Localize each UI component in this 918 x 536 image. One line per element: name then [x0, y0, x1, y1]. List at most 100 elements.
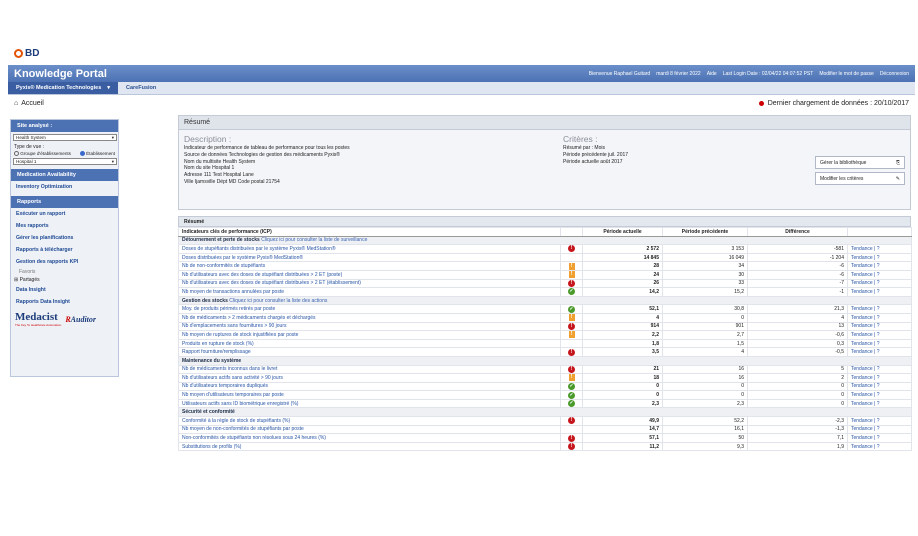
trend-link[interactable]: Tendance: [851, 417, 873, 424]
trend-link[interactable]: Tendance: [851, 443, 873, 450]
modify-criteria-button[interactable]: Modifier les critères ✎: [815, 172, 905, 185]
help-link[interactable]: ?: [876, 426, 880, 433]
kpi-name-link[interactable]: Doses de stupéfiants distribuées par le …: [178, 244, 561, 254]
system-select[interactable]: Health System ▾: [13, 134, 117, 141]
trend-link[interactable]: Tendance: [851, 323, 873, 330]
trend-link[interactable]: Tendance: [851, 245, 873, 252]
trend-link[interactable]: Tendance: [851, 340, 873, 347]
help-link[interactable]: ?: [876, 400, 880, 407]
help-link[interactable]: ?: [876, 374, 880, 381]
section-row: Détournement et perte de stocks Cliquez …: [178, 235, 912, 246]
view-type-radios: Groupe d'établissements Établissement: [11, 151, 118, 157]
help-link[interactable]: ?: [876, 435, 880, 442]
current-value: 21: [582, 364, 663, 375]
help-link[interactable]: ?: [876, 323, 880, 330]
sidebar-item-downloads[interactable]: Rapports à télécharger: [16, 247, 73, 254]
current-value: 52,1: [582, 304, 663, 314]
kpi-name-link[interactable]: Nb de médicaments > 2 médicaments chargé…: [178, 312, 561, 323]
help-link[interactable]: ?: [876, 383, 880, 390]
kpi-name-link[interactable]: Nb d'emplacements sans fournitures > 90 …: [178, 321, 561, 332]
trend-link[interactable]: Tendance: [851, 280, 873, 287]
kpi-name-link[interactable]: Doses distribuées par le système Pyxis® …: [178, 252, 561, 263]
help-link[interactable]: Aide: [706, 70, 717, 77]
trend-link[interactable]: Tendance: [851, 271, 873, 278]
trend-link[interactable]: Tendance: [851, 366, 873, 373]
current-value: 28: [582, 261, 663, 271]
criteria-line: Période actuelle août 2017: [563, 158, 623, 165]
help-link[interactable]: ?: [876, 392, 880, 399]
trend-link[interactable]: Tendance: [851, 349, 873, 356]
current-value: 18: [582, 373, 663, 383]
radio-establishment[interactable]: Établissement: [79, 151, 115, 157]
inventory-optimization-link[interactable]: Inventory Optimization: [16, 184, 73, 191]
section-link[interactable]: Cliquez ici pour consulter la liste des …: [229, 297, 328, 304]
kpi-name-link[interactable]: Nb de médicaments inconnus dans le livre…: [178, 364, 561, 375]
kpi-name-link[interactable]: Utilisateurs actifs sans ID biométrique …: [178, 398, 561, 409]
data-insight-reports-link[interactable]: Rapports Data Insight: [16, 299, 70, 306]
kpi-name-link[interactable]: Nb d'utilisateurs temporaires dupliqués: [178, 381, 561, 392]
kpi-name-link[interactable]: Rapport fourniture/remplissage: [178, 347, 561, 357]
help-link[interactable]: ?: [876, 314, 880, 321]
data-insight-link[interactable]: Data Insight: [16, 287, 46, 294]
help-link[interactable]: ?: [876, 349, 880, 356]
shared-link[interactable]: ⊞ Partagés: [14, 277, 40, 284]
help-link[interactable]: ?: [876, 340, 880, 347]
help-link[interactable]: ?: [876, 280, 880, 287]
trend-link[interactable]: Tendance: [851, 435, 873, 442]
kpi-name-link[interactable]: Nb moyen de non-conformités de stupéfian…: [178, 424, 561, 435]
kpi-name-link[interactable]: Conformité à la règle de stock de stupéf…: [178, 416, 561, 426]
separator: |: [872, 245, 877, 252]
col-status: [560, 227, 583, 237]
kpi-name-link[interactable]: Produits en rupture de stock (%): [178, 338, 561, 349]
kpi-name-link[interactable]: Nb d'utilisateurs avec des doses de stup…: [178, 269, 561, 280]
sidebar-item-run-report[interactable]: Exécuter un rapport: [16, 211, 66, 218]
med-availability-heading[interactable]: Medication Availability: [11, 169, 118, 182]
radio-group[interactable]: Groupe d'établissements: [14, 151, 71, 157]
alert-red-icon: !: [568, 322, 575, 330]
trend-link[interactable]: Tendance: [851, 306, 873, 313]
help-link[interactable]: ?: [876, 245, 880, 252]
help-link[interactable]: ?: [876, 306, 880, 313]
favorites-label[interactable]: Favoris: [19, 269, 36, 276]
help-link[interactable]: ?: [876, 443, 880, 450]
manage-library-button[interactable]: Gérer la bibliothèque ⎘: [815, 156, 905, 169]
view-type-label: Type de vue :: [14, 144, 45, 150]
help-link[interactable]: ?: [876, 417, 880, 424]
sidebar-item-my-reports[interactable]: Mes rapports: [16, 223, 49, 230]
trend-link[interactable]: Tendance: [851, 374, 873, 381]
kpi-name-link[interactable]: Nb de non-conformités de stupéfiants: [178, 261, 561, 271]
tab-pyxis[interactable]: Pyxis® Medication Technologies ▾: [8, 82, 119, 94]
trend-link[interactable]: Tendance: [851, 263, 873, 270]
home-link[interactable]: ⌂ Accueil: [14, 99, 44, 107]
kpi-name-link[interactable]: Nb moyen de ruptures de stock injustifié…: [178, 330, 561, 340]
help-link[interactable]: ?: [876, 366, 880, 373]
trend-link[interactable]: Tendance: [851, 392, 873, 399]
trend-link[interactable]: Tendance: [851, 254, 873, 261]
kpi-name-link[interactable]: Nb d'utilisateurs actifs sans activité >…: [178, 373, 561, 383]
reports-heading[interactable]: Rapports: [11, 196, 118, 209]
sidebar-item-kpi-reports[interactable]: Gestion des rapports KPI: [16, 259, 79, 266]
help-link[interactable]: ?: [876, 263, 880, 270]
hospital-select[interactable]: Hospital 1 ▾: [13, 158, 117, 166]
change-password-link[interactable]: Modifier le mot de passe: [819, 70, 874, 77]
logout-link[interactable]: Déconnexion: [879, 70, 909, 77]
trend-link[interactable]: Tendance: [851, 426, 873, 433]
kpi-name-link[interactable]: Nb moyen d'utilisateurs temporaires par …: [178, 390, 561, 400]
kpi-name-link[interactable]: Nb moyen de transactions annulées par po…: [178, 287, 561, 297]
kpi-name-link[interactable]: Moy. de produits périmés retirés par pos…: [178, 304, 561, 314]
sidebar-item-schedules[interactable]: Gérer les planifications: [16, 235, 74, 242]
section-link[interactable]: Cliquez ici pour consulter la liste de s…: [261, 237, 368, 244]
trend-link[interactable]: Tendance: [851, 314, 873, 321]
trend-link[interactable]: Tendance: [851, 400, 873, 407]
trend-link[interactable]: Tendance: [851, 288, 873, 295]
kpi-name-link[interactable]: Nb d'utilisateurs avec des doses de stup…: [178, 278, 561, 289]
trend-link[interactable]: Tendance: [851, 331, 873, 338]
kpi-name-link[interactable]: Non-conformités de stupéfiants non résol…: [178, 433, 561, 443]
help-link[interactable]: ?: [876, 331, 880, 338]
tab-carefusion[interactable]: CareFusion: [126, 85, 157, 91]
kpi-name-link[interactable]: Substitutions de profils (%): [178, 441, 561, 452]
trend-link[interactable]: Tendance: [851, 383, 873, 390]
help-link[interactable]: ?: [876, 288, 880, 295]
help-link[interactable]: ?: [876, 254, 880, 261]
help-link[interactable]: ?: [876, 271, 880, 278]
